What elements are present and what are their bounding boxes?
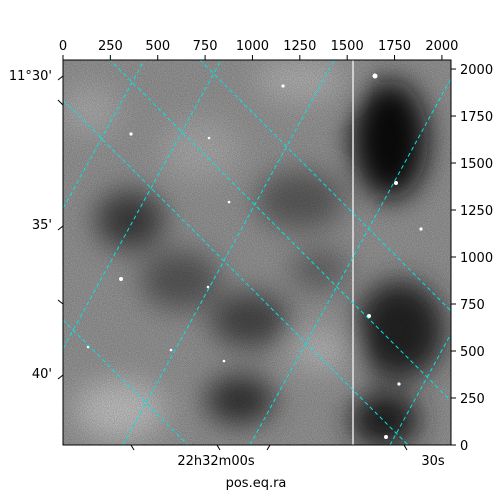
y-tick-label: 500 xyxy=(460,345,485,360)
dec-tick xyxy=(57,299,64,305)
grid-line xyxy=(63,99,409,445)
ra-tick xyxy=(216,444,221,451)
pixel-x-axis: 0 250 500 750 1000 1250 1500 1750 2000 xyxy=(59,39,458,60)
plot-frame xyxy=(62,59,452,446)
dec-tick-label: 35' xyxy=(32,218,52,233)
stars xyxy=(86,73,423,439)
y-tick-label: 0 xyxy=(460,439,468,454)
dec-tick-label: 40' xyxy=(32,367,52,382)
grid-line xyxy=(199,60,451,312)
x-tick-label: 1500 xyxy=(331,39,364,54)
y-tick-label: 750 xyxy=(460,298,485,313)
dec-tick xyxy=(57,99,64,106)
ra-tick xyxy=(403,444,408,451)
x-tick-label: 1000 xyxy=(236,39,269,54)
x-axis-title: pos.eq.ra xyxy=(226,476,287,491)
ra-tick-label: 30s xyxy=(421,454,445,469)
y-tick-label: 1250 xyxy=(460,204,493,219)
dec-tick xyxy=(57,225,64,231)
y-tick-label: 1750 xyxy=(460,110,493,125)
x-tick-label: 1250 xyxy=(283,39,316,54)
y-tick-label: 1500 xyxy=(460,157,493,172)
x-tick-label: 0 xyxy=(59,39,67,54)
y-tick-label: 1000 xyxy=(460,251,493,266)
pixel-y-axis: 0 250 500 750 1000 1250 1500 1750 2000 xyxy=(451,63,493,454)
y-tick-label: 2000 xyxy=(460,63,493,78)
x-tick-label: 1750 xyxy=(378,39,411,54)
ra-tick-label: 22h32m00s xyxy=(177,454,255,469)
ra-axis: 22h32m00s 30s xyxy=(130,444,445,469)
ra-tick xyxy=(266,444,271,451)
dec-tick xyxy=(57,75,64,81)
x-tick-label: 2000 xyxy=(425,39,458,54)
y-tick-label: 250 xyxy=(460,392,485,407)
grid-line xyxy=(63,319,189,445)
x-tick-label: 250 xyxy=(98,39,123,54)
dec-tick-label: 11°30' xyxy=(9,69,52,84)
ra-tick xyxy=(130,444,135,451)
dec-tick xyxy=(57,374,64,380)
x-tick-label: 500 xyxy=(145,39,170,54)
dec-axis: 11°30' 35' 40' xyxy=(9,69,64,382)
x-tick-label: 750 xyxy=(193,39,218,54)
grid-line xyxy=(109,60,451,402)
